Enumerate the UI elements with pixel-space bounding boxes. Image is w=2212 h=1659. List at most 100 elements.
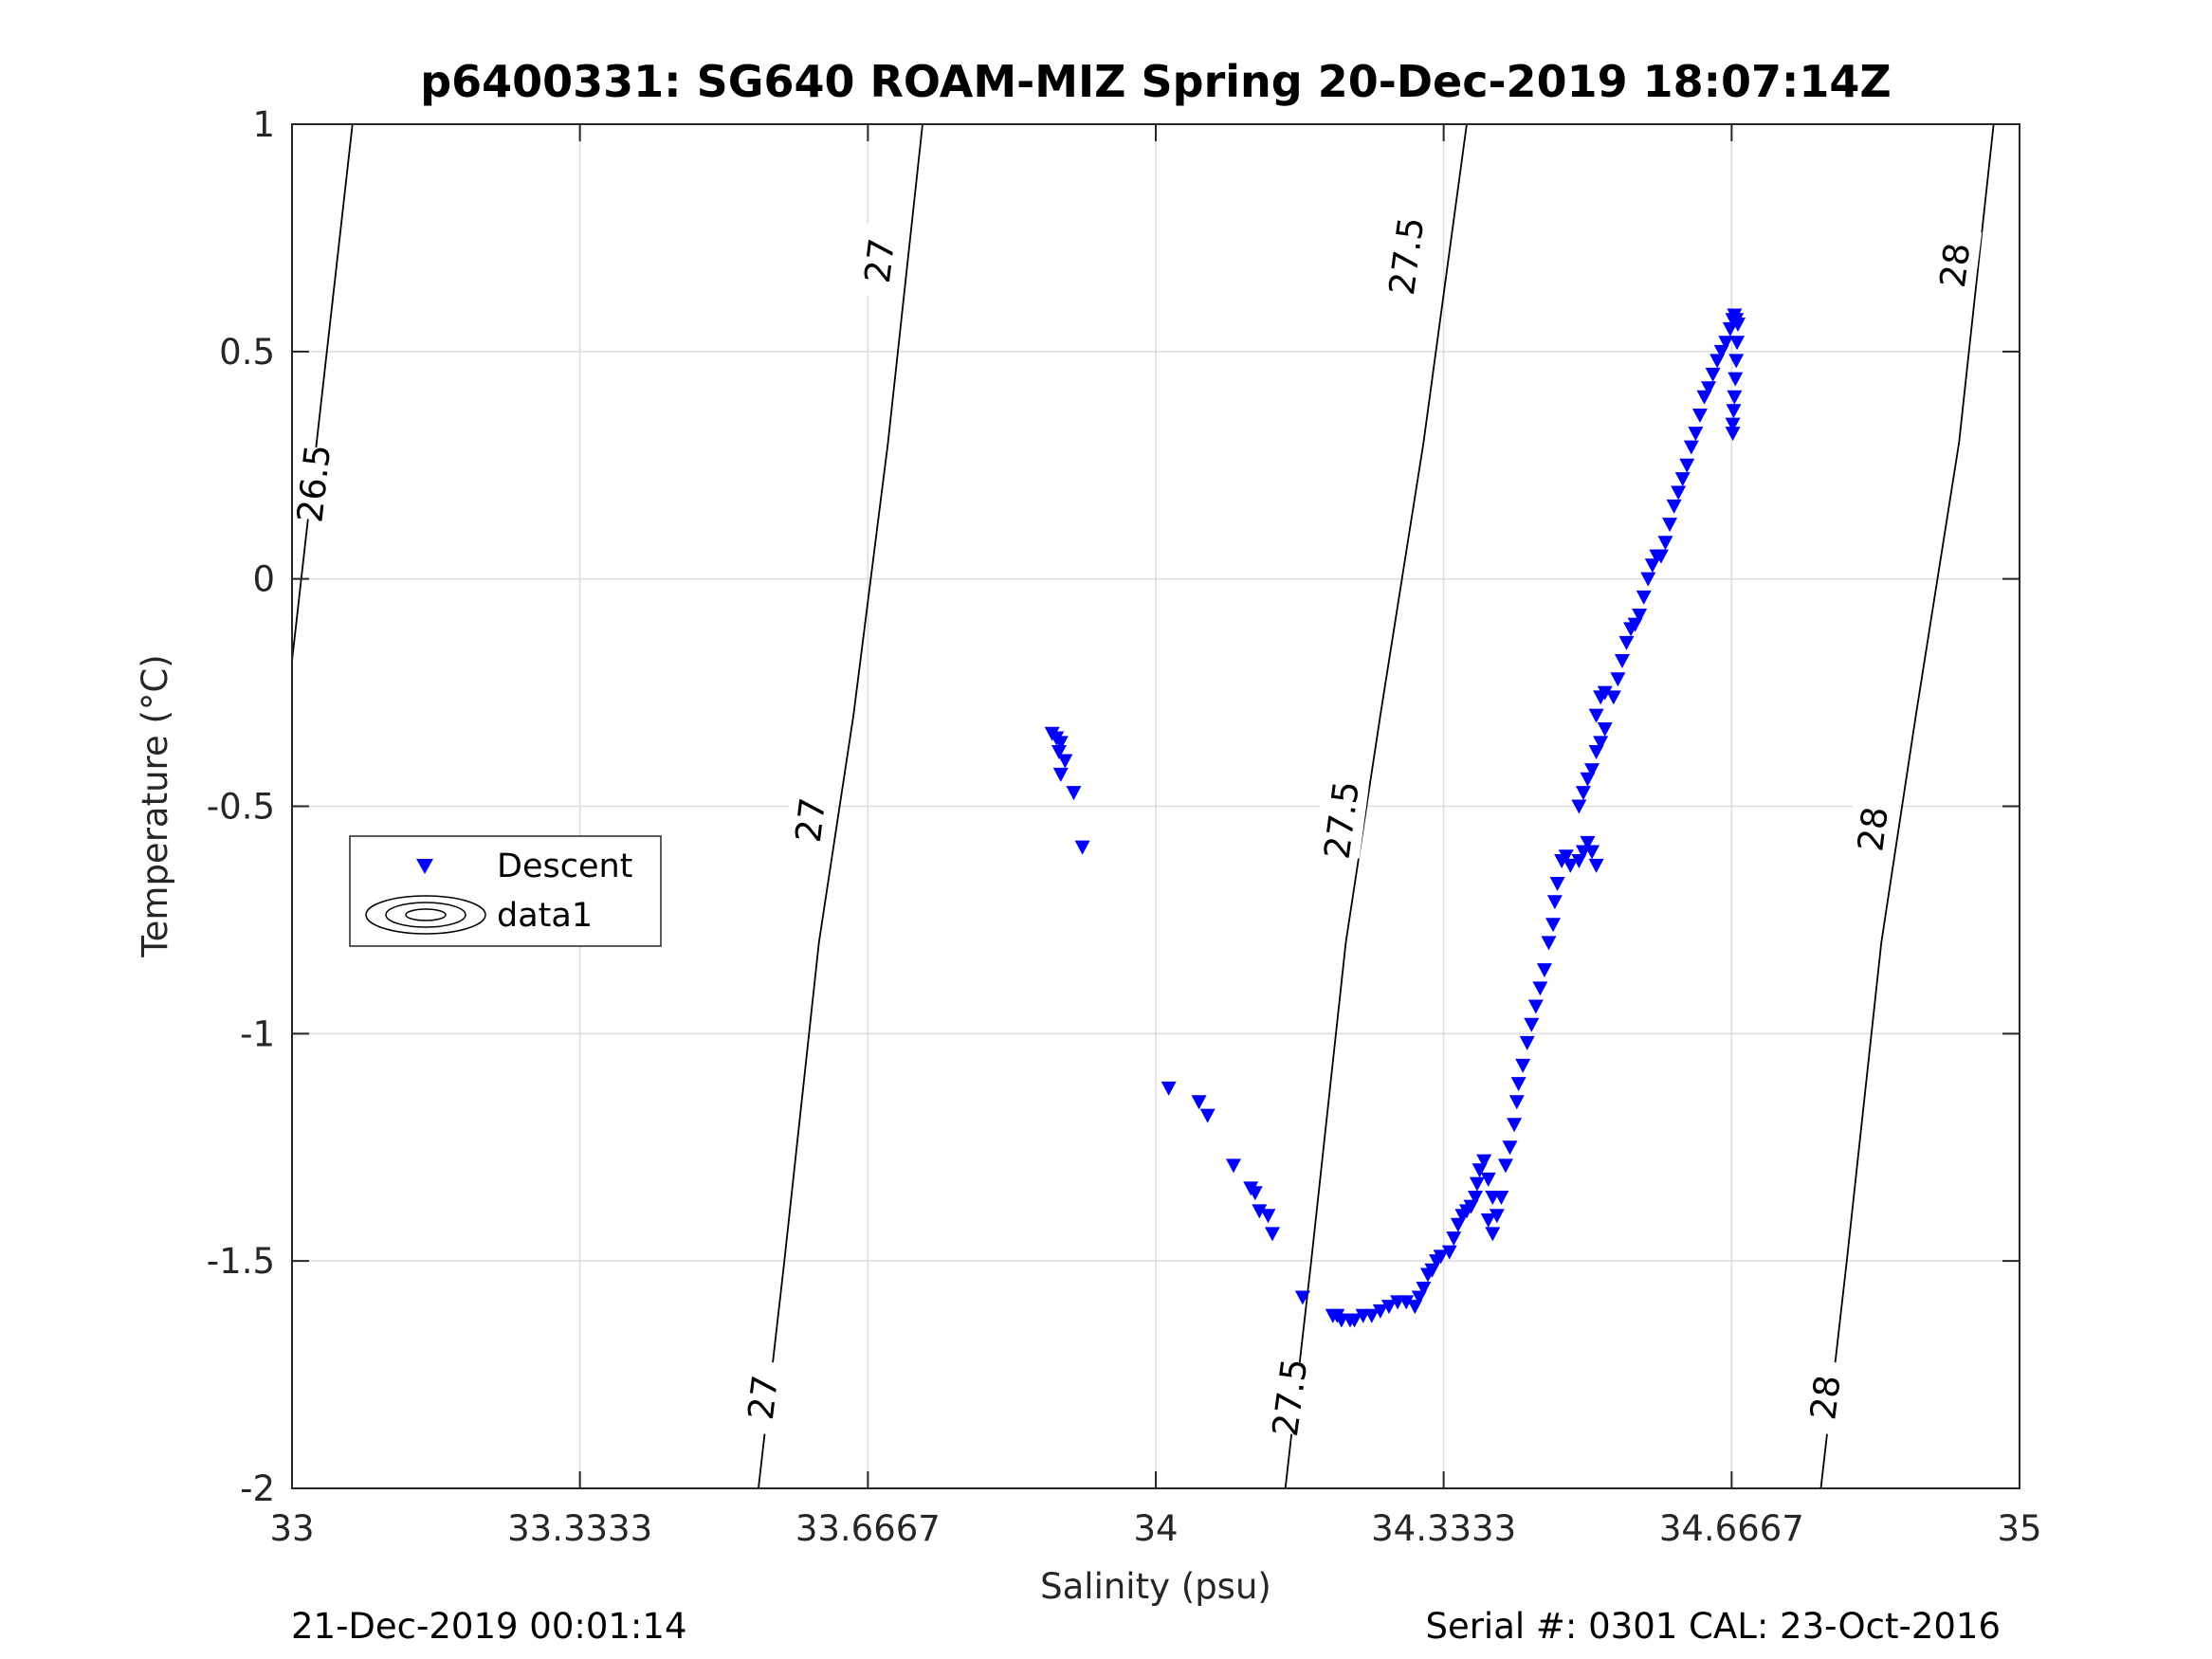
isopycnal-label: 26.5	[289, 443, 338, 525]
isopycnal-label-bg	[1379, 217, 1434, 295]
descent-point	[1701, 381, 1717, 396]
y-tick-label: 1	[252, 104, 275, 145]
descent-point	[1380, 1300, 1397, 1315]
x-tick-label: 33	[269, 1508, 314, 1549]
descent-point	[1485, 1227, 1501, 1242]
isopycnal-line-28	[1819, 124, 1995, 1488]
x-tick-label: 35	[1997, 1508, 2041, 1549]
descent-point	[1671, 485, 1687, 501]
descent-point	[1588, 858, 1604, 873]
descent-markers	[1044, 308, 1746, 1328]
isopycnal-label-bg	[1928, 226, 1983, 304]
descent-point	[1705, 367, 1721, 382]
y-tick-label: -1.5	[207, 1241, 275, 1282]
descent-point	[1161, 1081, 1177, 1096]
chart-title: p6400331: SG640 ROAM-MIZ Spring 20-Dec-2…	[420, 56, 1892, 107]
descent-point	[1541, 936, 1557, 951]
descent-point	[1618, 635, 1635, 650]
y-tick-label: -0.5	[207, 787, 275, 828]
descent-point	[1489, 1209, 1505, 1224]
descent-point	[1372, 1304, 1388, 1319]
descent-point	[1536, 963, 1552, 978]
descent-point	[1588, 708, 1604, 723]
grid-lines	[292, 124, 2020, 1488]
y-axis-label: Temperature (°C)	[135, 654, 175, 957]
isopycnal-label-bg	[783, 781, 837, 859]
descent-point	[1398, 1295, 1415, 1310]
descent-point	[1469, 1176, 1485, 1192]
isopycnal-label-bg	[292, 445, 340, 522]
descent-point	[1640, 572, 1656, 587]
descent-point	[1610, 672, 1626, 687]
descent-point	[1480, 1212, 1496, 1228]
descent-point	[1666, 499, 1682, 514]
descent-point	[1497, 1158, 1513, 1174]
descent-point	[1722, 321, 1738, 337]
legend-box	[349, 835, 662, 947]
descent-point	[1725, 427, 1741, 442]
descent-point	[1614, 654, 1630, 669]
x-tick-label: 34.3333	[1371, 1508, 1516, 1549]
descent-point	[1502, 1140, 1518, 1156]
descent-point	[1545, 918, 1562, 933]
x-axis-label: Salinity (psu)	[1040, 1566, 1271, 1607]
descent-point	[1508, 1095, 1525, 1110]
descent-point	[1662, 518, 1678, 533]
isopycnal-label: 28	[1932, 241, 1979, 290]
x-tick-label: 33.3333	[507, 1508, 652, 1549]
descent-point	[1679, 458, 1695, 473]
isopycnal-label-bg	[1262, 1358, 1318, 1436]
isopycnal-label: 27	[857, 236, 903, 285]
descent-point	[1632, 609, 1648, 624]
descent-point	[1558, 849, 1574, 865]
descent-point	[1346, 1313, 1362, 1328]
descent-point	[1532, 981, 1548, 996]
descent-point	[1476, 1154, 1492, 1169]
descent-point	[1728, 354, 1745, 369]
descent-point	[1653, 549, 1669, 564]
y-tick-label: 0.5	[219, 332, 275, 373]
descent-point	[1057, 754, 1073, 769]
axis-ticks: 33 33.3333 33.6667 34 34.3333 34.6667 35 1 0.5 0 -…	[207, 104, 2042, 1549]
descent-point	[1247, 1186, 1263, 1201]
legend-descent-marker-icon	[416, 859, 433, 874]
descent-point	[1730, 318, 1746, 333]
descent-point	[1519, 1035, 1535, 1050]
descent-point	[1575, 786, 1591, 801]
descent-point	[1597, 721, 1613, 737]
footer-serial-cal: Serial #: 0301 CAL: 23-Oct-2016	[1425, 1606, 2001, 1647]
legend-descent-label: Descent	[497, 848, 632, 885]
footer-timestamp: 21-Dec-2019 00:01:14	[291, 1606, 686, 1647]
y-tick-label: 0	[252, 559, 275, 600]
descent-point	[1597, 685, 1613, 701]
descent-point	[1441, 1245, 1457, 1260]
descent-point	[1605, 690, 1621, 705]
x-tick-label: 34.6667	[1659, 1508, 1804, 1549]
descent-point	[1546, 895, 1563, 910]
descent-point	[1480, 1172, 1496, 1187]
descent-point	[1225, 1158, 1241, 1174]
descent-point	[1718, 336, 1734, 351]
descent-point	[1584, 763, 1600, 778]
isopycnal-label-bg	[736, 1358, 790, 1436]
descent-point	[1468, 1191, 1484, 1206]
descent-point	[1584, 845, 1600, 860]
descent-point	[1726, 404, 1742, 419]
descent-point	[1549, 877, 1565, 892]
descent-point	[1571, 799, 1587, 814]
descent-point	[1527, 999, 1544, 1014]
descent-point	[1260, 1209, 1276, 1224]
descent-point	[1510, 1077, 1526, 1092]
isopycnal-line-27	[758, 124, 923, 1488]
y-tick-label: -2	[240, 1468, 275, 1509]
descent-point	[1636, 590, 1652, 605]
legend-contour-icon	[365, 895, 486, 935]
x-tick-label: 33.6667	[795, 1508, 941, 1549]
descent-point	[1066, 786, 1082, 801]
descent-point	[1728, 372, 1744, 387]
descent-point	[1191, 1095, 1207, 1110]
descent-point	[1691, 408, 1708, 423]
descent-point	[1657, 536, 1673, 551]
